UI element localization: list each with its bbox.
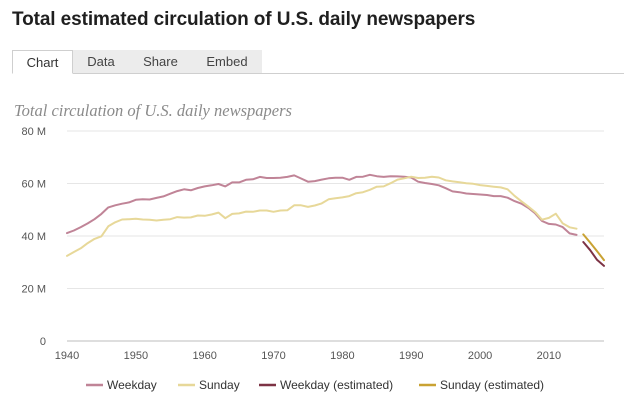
y-tick-label: 0 [40, 336, 46, 348]
tab-share[interactable]: Share [129, 50, 192, 73]
x-tick-label: 1940 [55, 350, 79, 362]
tab-chart[interactable]: Chart [12, 50, 73, 74]
legend-label-weekday-estimated: Weekday (estimated) [280, 378, 393, 392]
y-axis: 0 20 M 40 M 60 M 80 M [22, 126, 46, 348]
y-tick-label: 20 M [22, 284, 46, 296]
y-tick-label: 80 M [22, 126, 46, 138]
x-tick-label: 1950 [124, 350, 148, 362]
tab-bar: Chart Data Share Embed [12, 50, 624, 74]
tab-embed[interactable]: Embed [192, 50, 262, 73]
x-tick-label: 1970 [261, 350, 285, 362]
legend-label-weekday: Weekday [107, 378, 157, 392]
series-line-weekday-estimated [582, 241, 605, 267]
page-title: Total estimated circulation of U.S. dail… [12, 9, 476, 30]
legend: Weekday Sunday Weekday (estimated) Sunday (… [86, 378, 544, 392]
series-line-weekday [66, 173, 578, 236]
series-line-sunday [66, 175, 578, 257]
grid [67, 130, 604, 342]
x-tick-label: 2000 [468, 350, 492, 362]
chart-title: Total circulation of U.S. daily newspape… [14, 101, 292, 120]
legend-label-sunday-estimated: Sunday (estimated) [440, 378, 544, 392]
y-tick-label: 40 M [22, 231, 46, 243]
tab-data[interactable]: Data [73, 50, 129, 73]
x-tick-label: 1960 [192, 350, 216, 362]
x-axis: 1940 1950 1960 1970 1980 1990 2000 2010 [55, 350, 561, 362]
series-line-sunday-estimated [582, 233, 605, 262]
y-tick-label: 60 M [22, 179, 46, 191]
legend-label-sunday: Sunday [199, 378, 240, 392]
x-tick-label: 2010 [537, 350, 561, 362]
series-group [66, 173, 605, 267]
x-tick-label: 1990 [399, 350, 423, 362]
x-tick-label: 1980 [330, 350, 354, 362]
